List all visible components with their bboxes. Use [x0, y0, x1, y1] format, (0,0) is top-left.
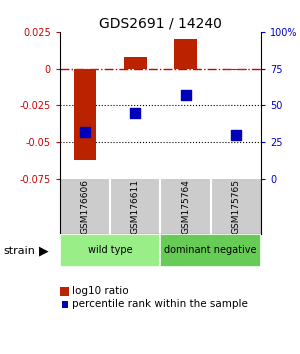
Text: strain: strain	[3, 246, 35, 256]
Text: GSM175765: GSM175765	[231, 179, 240, 234]
Bar	[124, 57, 147, 69]
Text: GSM176611: GSM176611	[131, 179, 140, 234]
Point	[83, 129, 88, 135]
Bar	[74, 69, 96, 160]
Text: percentile rank within the sample: percentile rank within the sample	[72, 299, 248, 309]
Text: ▶: ▶	[39, 244, 49, 257]
Point	[183, 92, 188, 98]
Text: dominant negative: dominant negative	[164, 245, 257, 256]
Point	[233, 132, 238, 138]
Title: GDS2691 / 14240: GDS2691 / 14240	[99, 17, 222, 31]
Bar	[225, 69, 247, 70]
Bar	[160, 234, 261, 267]
Text: log10 ratio: log10 ratio	[72, 286, 129, 296]
Bar	[60, 234, 160, 267]
Text: GSM176606: GSM176606	[81, 179, 90, 234]
Bar	[174, 39, 197, 69]
Text: GSM175764: GSM175764	[181, 179, 190, 234]
Text: wild type: wild type	[88, 245, 133, 256]
Point	[133, 110, 138, 116]
